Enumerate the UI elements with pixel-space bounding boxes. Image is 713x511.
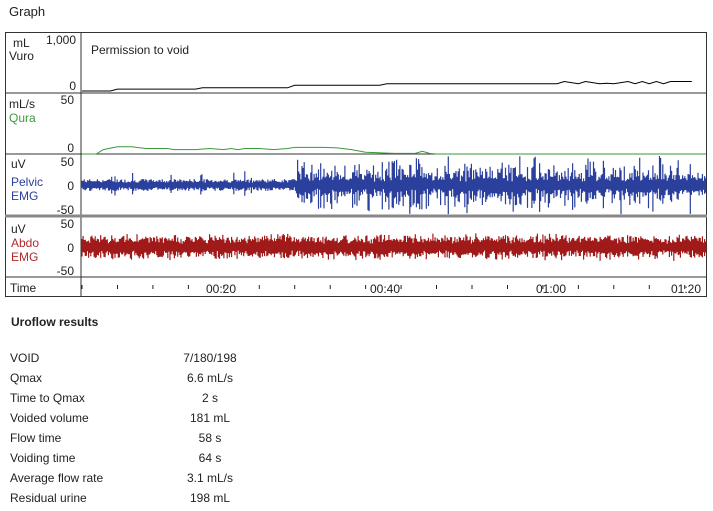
result-value: 6.6 mL/s <box>186 371 234 385</box>
panel3-ytick-zero: 0 <box>67 179 74 193</box>
panel1-name: Vuro <box>9 49 34 63</box>
result-value: 198 mL <box>189 491 231 505</box>
time-axis-label: Time <box>10 281 37 295</box>
time-tick-label-60: 01:00 <box>536 282 566 296</box>
annotation-permission-to-void: Permission to void <box>91 43 189 57</box>
time-tick-label-40: 00:40 <box>370 282 400 296</box>
result-value: 3.1 mL/s <box>186 471 234 485</box>
time-tick-label-20: 00:20 <box>206 282 236 296</box>
result-row: Voiding time 64 s <box>10 451 250 469</box>
result-label: Voided volume <box>10 411 89 425</box>
result-value: 181 mL <box>189 411 231 425</box>
panel4-name-line1: Abdo <box>11 236 39 250</box>
result-row: Time to Qmax 2 s <box>10 391 250 409</box>
time-tick-label-80: 01:20 <box>671 282 701 296</box>
panel4-ytick-zero: 0 <box>67 241 74 255</box>
pelvic-emg-trace <box>81 156 707 215</box>
panel1-ytick-min: 0 <box>69 79 76 93</box>
panel4-ytick-max: 50 <box>61 217 75 231</box>
result-label: Time to Qmax <box>10 391 85 405</box>
result-row: Average flow rate 3.1 mL/s <box>10 471 250 489</box>
panel3-name-line2: EMG <box>11 189 38 203</box>
panel3-ytick-max: 50 <box>61 155 75 169</box>
panel2-unit: mL/s <box>9 97 35 111</box>
panel3-name: Pelvic EMG <box>11 175 43 203</box>
emg-uroflow-chart: mL Vuro 1,000 0 Permission to void mL/s … <box>5 32 707 297</box>
result-row: Residual urine 198 mL <box>10 491 250 509</box>
panel1-ytick-max: 1,000 <box>46 33 76 47</box>
graph-title: Graph <box>9 4 46 19</box>
result-label: Voiding time <box>10 451 76 465</box>
abdo-emg-trace <box>81 233 707 261</box>
result-value: 64 s <box>198 451 222 465</box>
panel4-name-line2: EMG <box>11 250 38 264</box>
panel4-unit: uV <box>11 222 26 236</box>
panel4-ytick-min: -50 <box>57 264 75 278</box>
result-row: Flow time 58 s <box>10 431 250 449</box>
results-title: Uroflow results <box>11 315 99 329</box>
vuro-series-line <box>82 80 692 92</box>
panel2-ytick-min: 0 <box>67 141 74 155</box>
result-label: Flow time <box>10 431 62 445</box>
result-value: 7/180/198 <box>183 351 237 365</box>
qura-series-line <box>82 146 706 155</box>
panel3-unit: uV <box>11 157 26 171</box>
panel2-name: Qura <box>9 111 36 125</box>
result-label: Residual urine <box>10 491 87 505</box>
chart-frame <box>5 32 707 297</box>
result-value: 2 s <box>201 391 218 405</box>
result-row: VOID 7/180/198 <box>10 351 250 369</box>
panel1-unit: mL <box>13 36 30 50</box>
result-label: Average flow rate <box>10 471 104 485</box>
panel3-ytick-min: -50 <box>57 203 75 217</box>
result-value: 58 s <box>198 431 222 445</box>
panel2-ytick-max: 50 <box>61 93 75 107</box>
result-row: Voided volume 181 mL <box>10 411 250 429</box>
time-axis-ticks <box>81 285 686 289</box>
result-label: Qmax <box>10 371 43 385</box>
result-row: Qmax 6.6 mL/s <box>10 371 250 389</box>
panel3-name-line1: Pelvic <box>11 175 43 189</box>
result-label: VOID <box>10 351 40 365</box>
panel4-name: Abdo EMG <box>11 236 39 264</box>
